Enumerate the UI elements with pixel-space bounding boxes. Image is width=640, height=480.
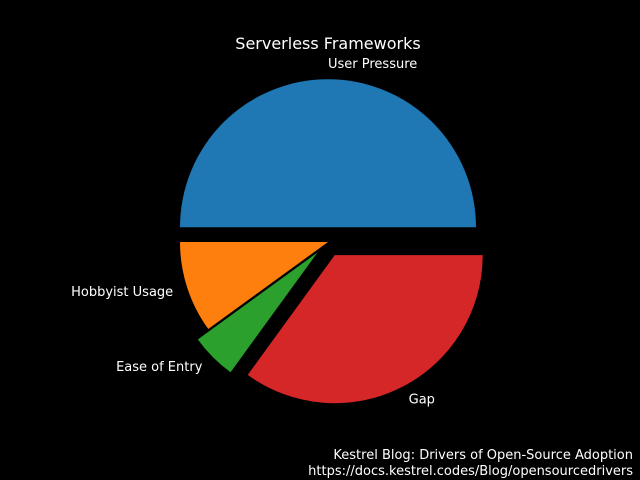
chart-title: Serverless Frameworks <box>235 34 420 53</box>
pie-slices <box>180 79 483 404</box>
pie-slice-gap <box>247 255 483 404</box>
pie-label-user-pressure: User Pressure <box>328 57 417 72</box>
pie-label-gap: Gap <box>409 393 435 408</box>
credit-line-2: https://docs.kestrel.codes/Blog/opensour… <box>308 464 633 479</box>
pie-label-ease-of-entry: Ease of Entry <box>116 360 203 375</box>
pie-slice-hobbyist-usage <box>180 242 328 329</box>
pie-slice-ease-of-entry <box>197 252 318 373</box>
credit-line-1: Kestrel Blog: Drivers of Open-Source Ado… <box>333 448 633 463</box>
pie-labels: User Pressure Hobbyist Usage Ease of Entry… <box>71 57 435 408</box>
pie-label-hobbyist-usage: Hobbyist Usage <box>71 285 173 300</box>
pie-slice-user-pressure <box>180 79 476 228</box>
